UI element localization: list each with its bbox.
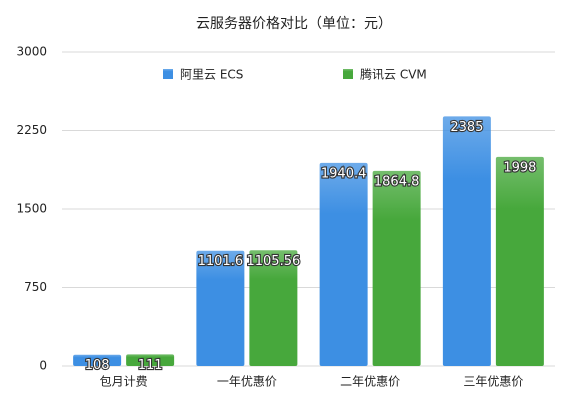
value-label: 1105.56 [246, 254, 300, 269]
value-label: 108 [85, 358, 110, 373]
value-label: 1998 [503, 160, 536, 175]
x-tick-label: 二年优惠价 [340, 375, 400, 389]
bar [249, 250, 298, 366]
legend-swatch [163, 69, 173, 79]
x-tick-label: 包月计费 [100, 375, 148, 389]
bar [126, 354, 175, 366]
bar [196, 250, 245, 366]
bar [495, 156, 544, 366]
legend-label: 腾讯云 CVM [360, 67, 427, 82]
chart-title: 云服务器价格对比（单位：元） [196, 16, 392, 32]
y-tick-label: 1500 [16, 202, 47, 216]
bar [319, 162, 368, 366]
bar [372, 170, 421, 366]
bar [73, 354, 122, 366]
y-tick-label: 0 [39, 359, 47, 373]
value-label: 2385 [450, 120, 483, 135]
y-tick-label: 3000 [16, 45, 47, 59]
y-tick-label: 2250 [16, 123, 47, 137]
legend-label: 阿里云 ECS [180, 68, 243, 82]
y-tick-label: 750 [24, 280, 47, 294]
value-label: 111 [138, 358, 163, 373]
value-label: 1864.8 [374, 174, 420, 189]
value-label: 1940.4 [321, 166, 367, 181]
x-tick-label: 三年优惠价 [463, 375, 523, 389]
bar [442, 116, 491, 367]
legend-swatch [343, 69, 353, 79]
x-tick-label: 一年优惠价 [217, 375, 277, 389]
value-label: 1101.6 [198, 254, 244, 269]
